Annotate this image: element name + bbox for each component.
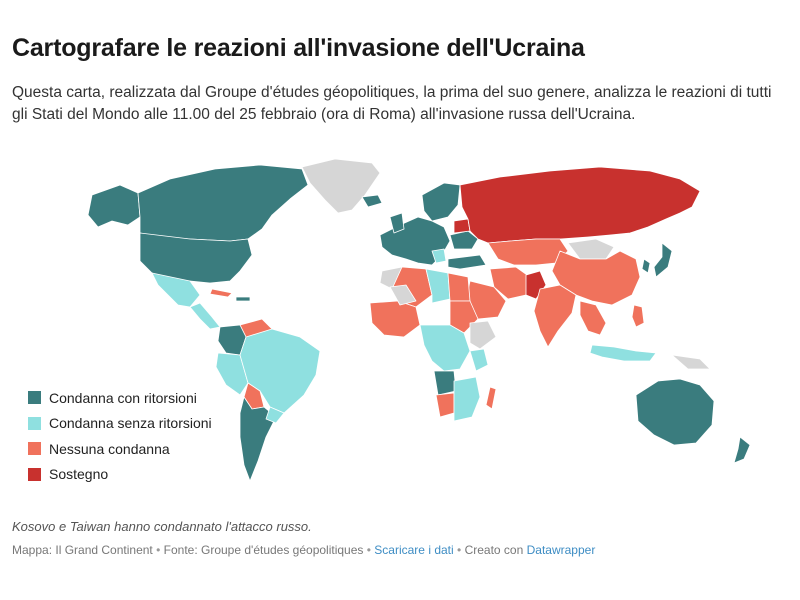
region-central-africa[interactable] [419,324,471,372]
region-angola[interactable] [433,370,457,396]
region-canada[interactable] [137,164,309,242]
region-scandinavia[interactable] [421,182,461,222]
legend-swatch [28,391,41,405]
region-ethiopia[interactable] [469,320,497,350]
footer: Mappa: Il Grand Continent • Fonte: Group… [12,543,595,557]
region-philippines[interactable] [631,304,645,328]
region-cuba[interactable] [209,288,233,298]
legend-swatch [28,416,41,430]
legend-item: Sostegno [28,462,212,488]
region-namibia[interactable] [435,392,455,418]
legend-label: Condanna con ritorsioni [49,389,197,406]
page-title: Cartografare le reazioni all'invasione d… [12,34,585,62]
region-madagascar[interactable] [485,386,497,410]
region-kenya[interactable] [469,348,489,372]
region-uk[interactable] [389,212,405,234]
region-australia[interactable] [635,378,715,446]
legend-item: Condanna con ritorsioni [28,385,212,411]
region-new-zealand[interactable] [733,436,751,464]
region-papua[interactable] [671,354,711,370]
legend-label: Sostegno [49,466,109,483]
legend-item: Nessuna condanna [28,436,212,462]
region-uruguay[interactable] [265,406,285,424]
region-indonesia[interactable] [589,344,657,362]
separator: • [156,543,161,557]
region-southern-africa[interactable] [453,376,481,422]
download-data-link[interactable]: Scaricare i dati [374,543,454,557]
made-with-text: Creato con [464,543,524,557]
legend: Condanna con ritorsioni Condanna senza r… [28,385,212,487]
region-south-korea[interactable] [641,258,651,274]
region-west-africa[interactable] [369,300,421,338]
region-se-asia[interactable] [579,300,607,336]
region-balkans[interactable] [431,248,447,264]
world-map [87,158,751,482]
legend-item: Condanna senza ritorsioni [28,411,212,437]
region-iceland[interactable] [361,194,383,208]
datawrapper-link[interactable]: Datawrapper [526,543,596,557]
region-india[interactable] [533,284,577,348]
region-brazil[interactable] [239,328,321,414]
map-credit: Mappa: Il Grand Continent [12,543,153,557]
region-japan[interactable] [653,242,673,278]
page-subtitle: Questa carta, realizzata dal Groupe d'ét… [12,84,772,123]
region-mongolia[interactable] [567,238,615,260]
region-egypt[interactable] [447,272,471,302]
region-central-america[interactable] [189,302,221,330]
region-mexico[interactable] [151,272,201,308]
region-russia[interactable] [459,166,701,244]
separator: • [366,543,371,557]
separator: • [457,543,462,557]
region-mali[interactable] [389,284,417,306]
region-turkey[interactable] [447,254,487,270]
map-note: Kosovo e Taiwan hanno condannato l'attac… [12,519,312,534]
region-alaska[interactable] [87,184,141,228]
legend-label: Condanna senza ritorsioni [49,415,212,432]
source-text: Fonte: Groupe d'études géopolitiques [163,543,364,557]
region-belarus[interactable] [453,218,471,234]
legend-label: Nessuna condanna [49,440,170,457]
region-greenland[interactable] [301,158,381,214]
legend-swatch [28,442,41,456]
region-libya[interactable] [425,268,451,304]
legend-swatch [28,467,41,481]
region-caribbean[interactable] [235,296,251,302]
